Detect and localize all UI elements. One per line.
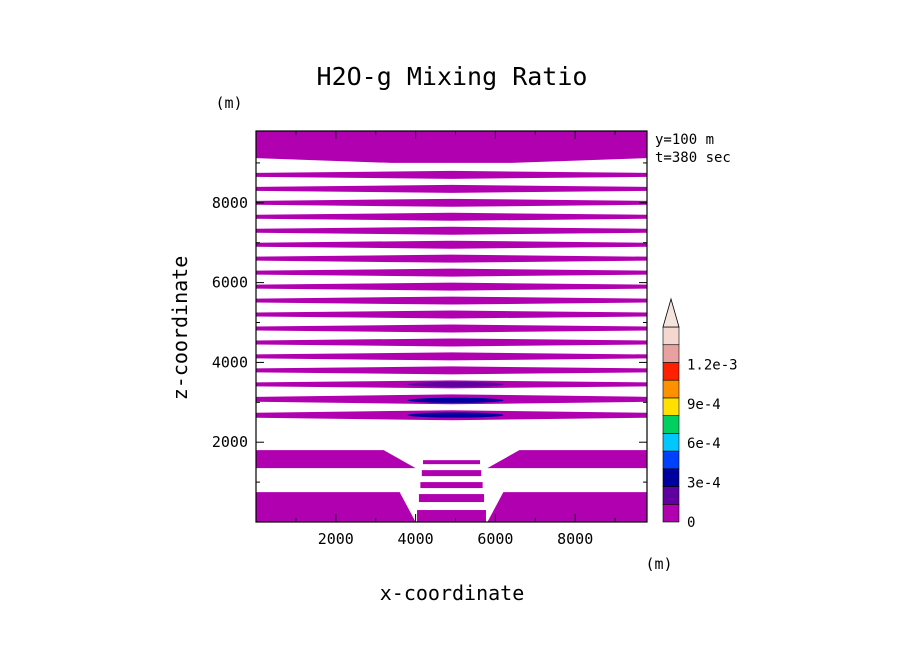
contour-band	[418, 494, 485, 503]
contour-band	[417, 510, 486, 522]
contour-band	[487, 450, 647, 469]
contour-band	[423, 460, 480, 465]
contour-band	[256, 352, 647, 361]
colorbar-swatch	[662, 450, 680, 470]
contour-band	[256, 268, 647, 277]
x-tick-label: 2000	[318, 530, 354, 548]
contour-band	[256, 184, 647, 193]
contour-band	[256, 338, 647, 347]
x-axis-label: x-coordinate	[380, 581, 525, 605]
contour-band	[421, 470, 482, 477]
contour-field	[256, 131, 647, 522]
x-tick-label: 4000	[398, 530, 434, 548]
colorbar-swatch	[662, 503, 680, 523]
colorbar: 0 3e-4 6e-4 9e-4 1.2e-3	[662, 297, 738, 531]
x-tick-label: 6000	[477, 530, 513, 548]
x-axis-unit: (m)	[645, 555, 672, 573]
contour-band	[487, 492, 647, 522]
contour-band	[256, 240, 647, 249]
contour-band	[256, 324, 647, 333]
x-tick-label: 8000	[557, 530, 593, 548]
contour-band	[256, 226, 647, 235]
contour-anomaly	[407, 381, 504, 387]
colorbar-extend-arrow	[662, 297, 680, 328]
contour-band	[420, 482, 483, 489]
annotation-y-slice: y=100 m	[655, 132, 714, 148]
annotation-time: t=380 sec	[655, 150, 731, 166]
plot-frame	[255, 130, 648, 523]
plot-area	[255, 130, 648, 523]
colorbar-label: 3e-4	[687, 476, 721, 492]
y-tick-label: 8000	[212, 194, 248, 212]
contour-band	[256, 450, 416, 469]
colorbar-swatch	[662, 397, 680, 416]
contour-band	[256, 310, 647, 319]
contour-band	[256, 170, 647, 179]
colorbar-label: 6e-4	[687, 436, 721, 452]
colorbar-label: 9e-4	[687, 397, 721, 413]
contour-band	[256, 282, 647, 291]
colorbar-swatch	[662, 344, 680, 363]
contour-band	[256, 296, 647, 305]
contour-band	[256, 254, 647, 263]
colorbar-swatch	[662, 326, 680, 346]
colorbar-label: 1.2e-3	[687, 357, 738, 373]
colorbar-swatch	[662, 415, 680, 434]
y-tick-label: 2000	[212, 433, 248, 451]
y-axis-label: z-coordinate	[168, 256, 192, 401]
colorbar-swatch	[662, 362, 680, 381]
axes: 2000 4000 6000 8000 2000 4000 6000 8000	[212, 131, 647, 548]
colorbar-label: 0	[687, 515, 695, 531]
colorbar-swatch	[662, 433, 680, 452]
y-tick-label: 6000	[212, 274, 248, 292]
colorbar-swatch	[662, 486, 680, 505]
y-tick-label: 4000	[212, 353, 248, 371]
contour-band	[256, 131, 647, 163]
contour-band	[256, 366, 647, 375]
contour-band	[256, 198, 647, 207]
contour-anomaly	[407, 412, 504, 418]
contour-band	[256, 492, 416, 522]
colorbar-swatch	[662, 468, 680, 487]
contour-band	[256, 212, 647, 221]
contour-anomaly	[407, 397, 504, 403]
chart-title: H2O-g Mixing Ratio	[317, 62, 588, 91]
y-axis-unit: (m)	[215, 94, 242, 112]
colorbar-swatch	[662, 379, 680, 399]
